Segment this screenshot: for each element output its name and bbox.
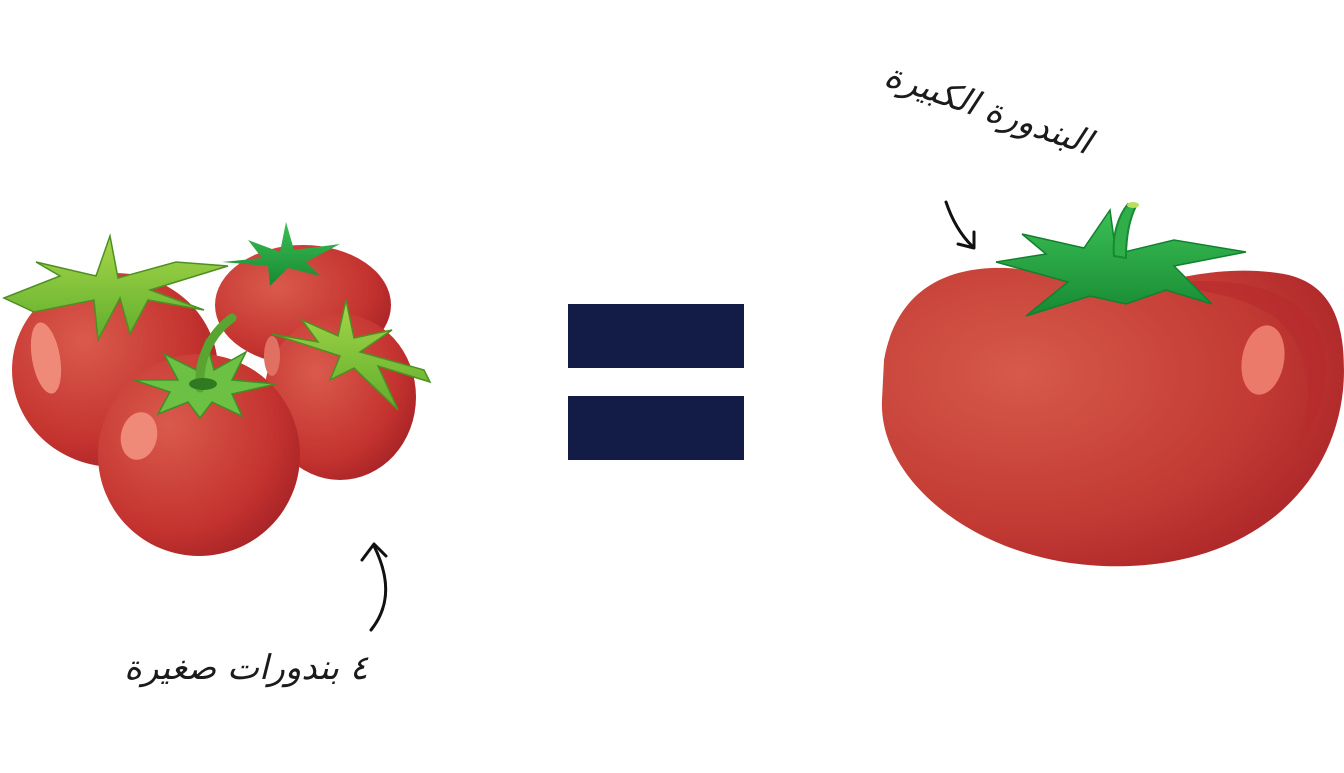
arrow-down-icon [944, 200, 974, 248]
equals-bar-bottom [568, 396, 744, 460]
leaf-icon [2, 233, 229, 343]
small-tomato-right [264, 299, 432, 480]
small-tomato-front [98, 313, 300, 556]
equals-bar-top [568, 304, 744, 368]
arrow-up-icon [369, 544, 388, 632]
small-tomatoes-label: ٤ بندورات صغيرة [124, 648, 368, 688]
leaf-icon [995, 207, 1247, 317]
